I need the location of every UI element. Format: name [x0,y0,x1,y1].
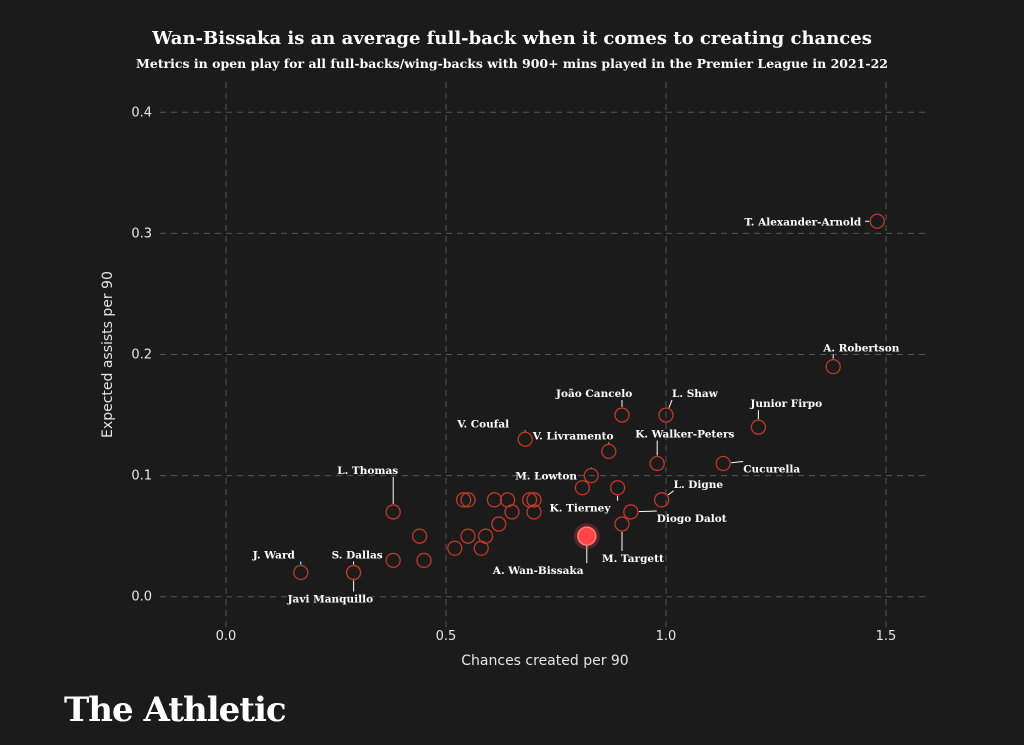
data-point [658,407,674,423]
point-label: T. Alexander-Arnold [744,216,862,228]
data-point [517,431,533,447]
point-label: A. Wan-Bissaka [492,565,584,577]
data-point [345,564,362,581]
data-point [416,552,432,569]
data-point [526,492,542,508]
x-axis-label: Chances created per 90 [461,653,628,669]
point-label: Junior Firpo [749,398,822,410]
chart-subtitle: Metrics in open play for all full-backs/… [136,56,888,71]
point-label: K. Walker-Peters [635,429,734,441]
data-point [601,443,617,460]
x-tick-label: 1.0 [656,629,677,644]
data-point [825,358,841,375]
data-point [750,419,767,435]
data-point [614,516,630,532]
data-point [526,504,542,520]
the-athletic-logo: The Athletic [64,690,287,730]
point-label: M. Lowton [515,471,577,483]
chart-title: Wan-Bissaka is an average full-back when… [152,28,872,49]
point-label: João Cancelo [555,388,632,400]
point-label: A. Robertson [822,343,900,355]
data-point [653,492,670,508]
y-tick-label: 0.2 [131,348,152,363]
data-point [649,455,665,472]
data-point [385,504,401,520]
point-label: M. Targett [602,553,664,565]
point-label: V. Coufal [456,418,509,430]
data-point [447,540,463,556]
data-point [583,467,599,484]
leader-lines [300,220,870,592]
y-tick-label: 0.4 [131,105,152,120]
data-point [385,552,401,569]
point-label: Cucurella [743,464,800,476]
data-point-highlight [577,526,597,546]
y-tick-label: 0.3 [131,226,152,241]
data-point [477,528,494,544]
point-label: Javi Manquillo [287,594,374,606]
data-point [460,528,476,544]
data-point [869,213,885,229]
y-axis-label: Expected assists per 90 [100,271,116,438]
leader-line [668,399,673,408]
data-point [455,492,472,508]
data-point [491,516,507,532]
data-point [614,407,630,423]
leader-line [667,490,674,496]
data-point [623,504,639,520]
data-point [486,492,503,508]
data-point [609,480,626,496]
point-label: L. Thomas [337,465,398,477]
point-label: V. Livramento [532,430,614,442]
gridlines [160,82,930,627]
leader-line [638,510,657,513]
point-label: Diogo Dalot [657,513,727,525]
data-point [460,492,476,508]
x-tick-label: 0.5 [436,629,457,644]
point-label: S. Dallas [332,550,383,562]
data-point [715,455,731,472]
y-tick-label: 0.0 [131,590,152,605]
data-point [293,564,309,581]
data-points [293,213,885,581]
y-tick-label: 0.1 [131,469,152,484]
data-point [504,504,520,520]
point-label: L. Digne [674,479,724,491]
leader-line [731,461,744,464]
data-point [411,528,428,544]
point-label: L. Shaw [672,388,719,400]
x-tick-label: 1.5 [876,629,897,644]
point-label: J. Ward [252,550,296,562]
data-point [574,480,591,496]
tick-labels: 0.0 0.1 0.2 0.3 0.4 0.0 0.5 1.0 1.5 [131,105,896,644]
point-label: K. Tierney [550,503,612,515]
x-tick-label: 0.0 [216,629,237,644]
point-labels: T. Alexander-Arnold A. Robertson Junior Fi… [252,216,900,605]
